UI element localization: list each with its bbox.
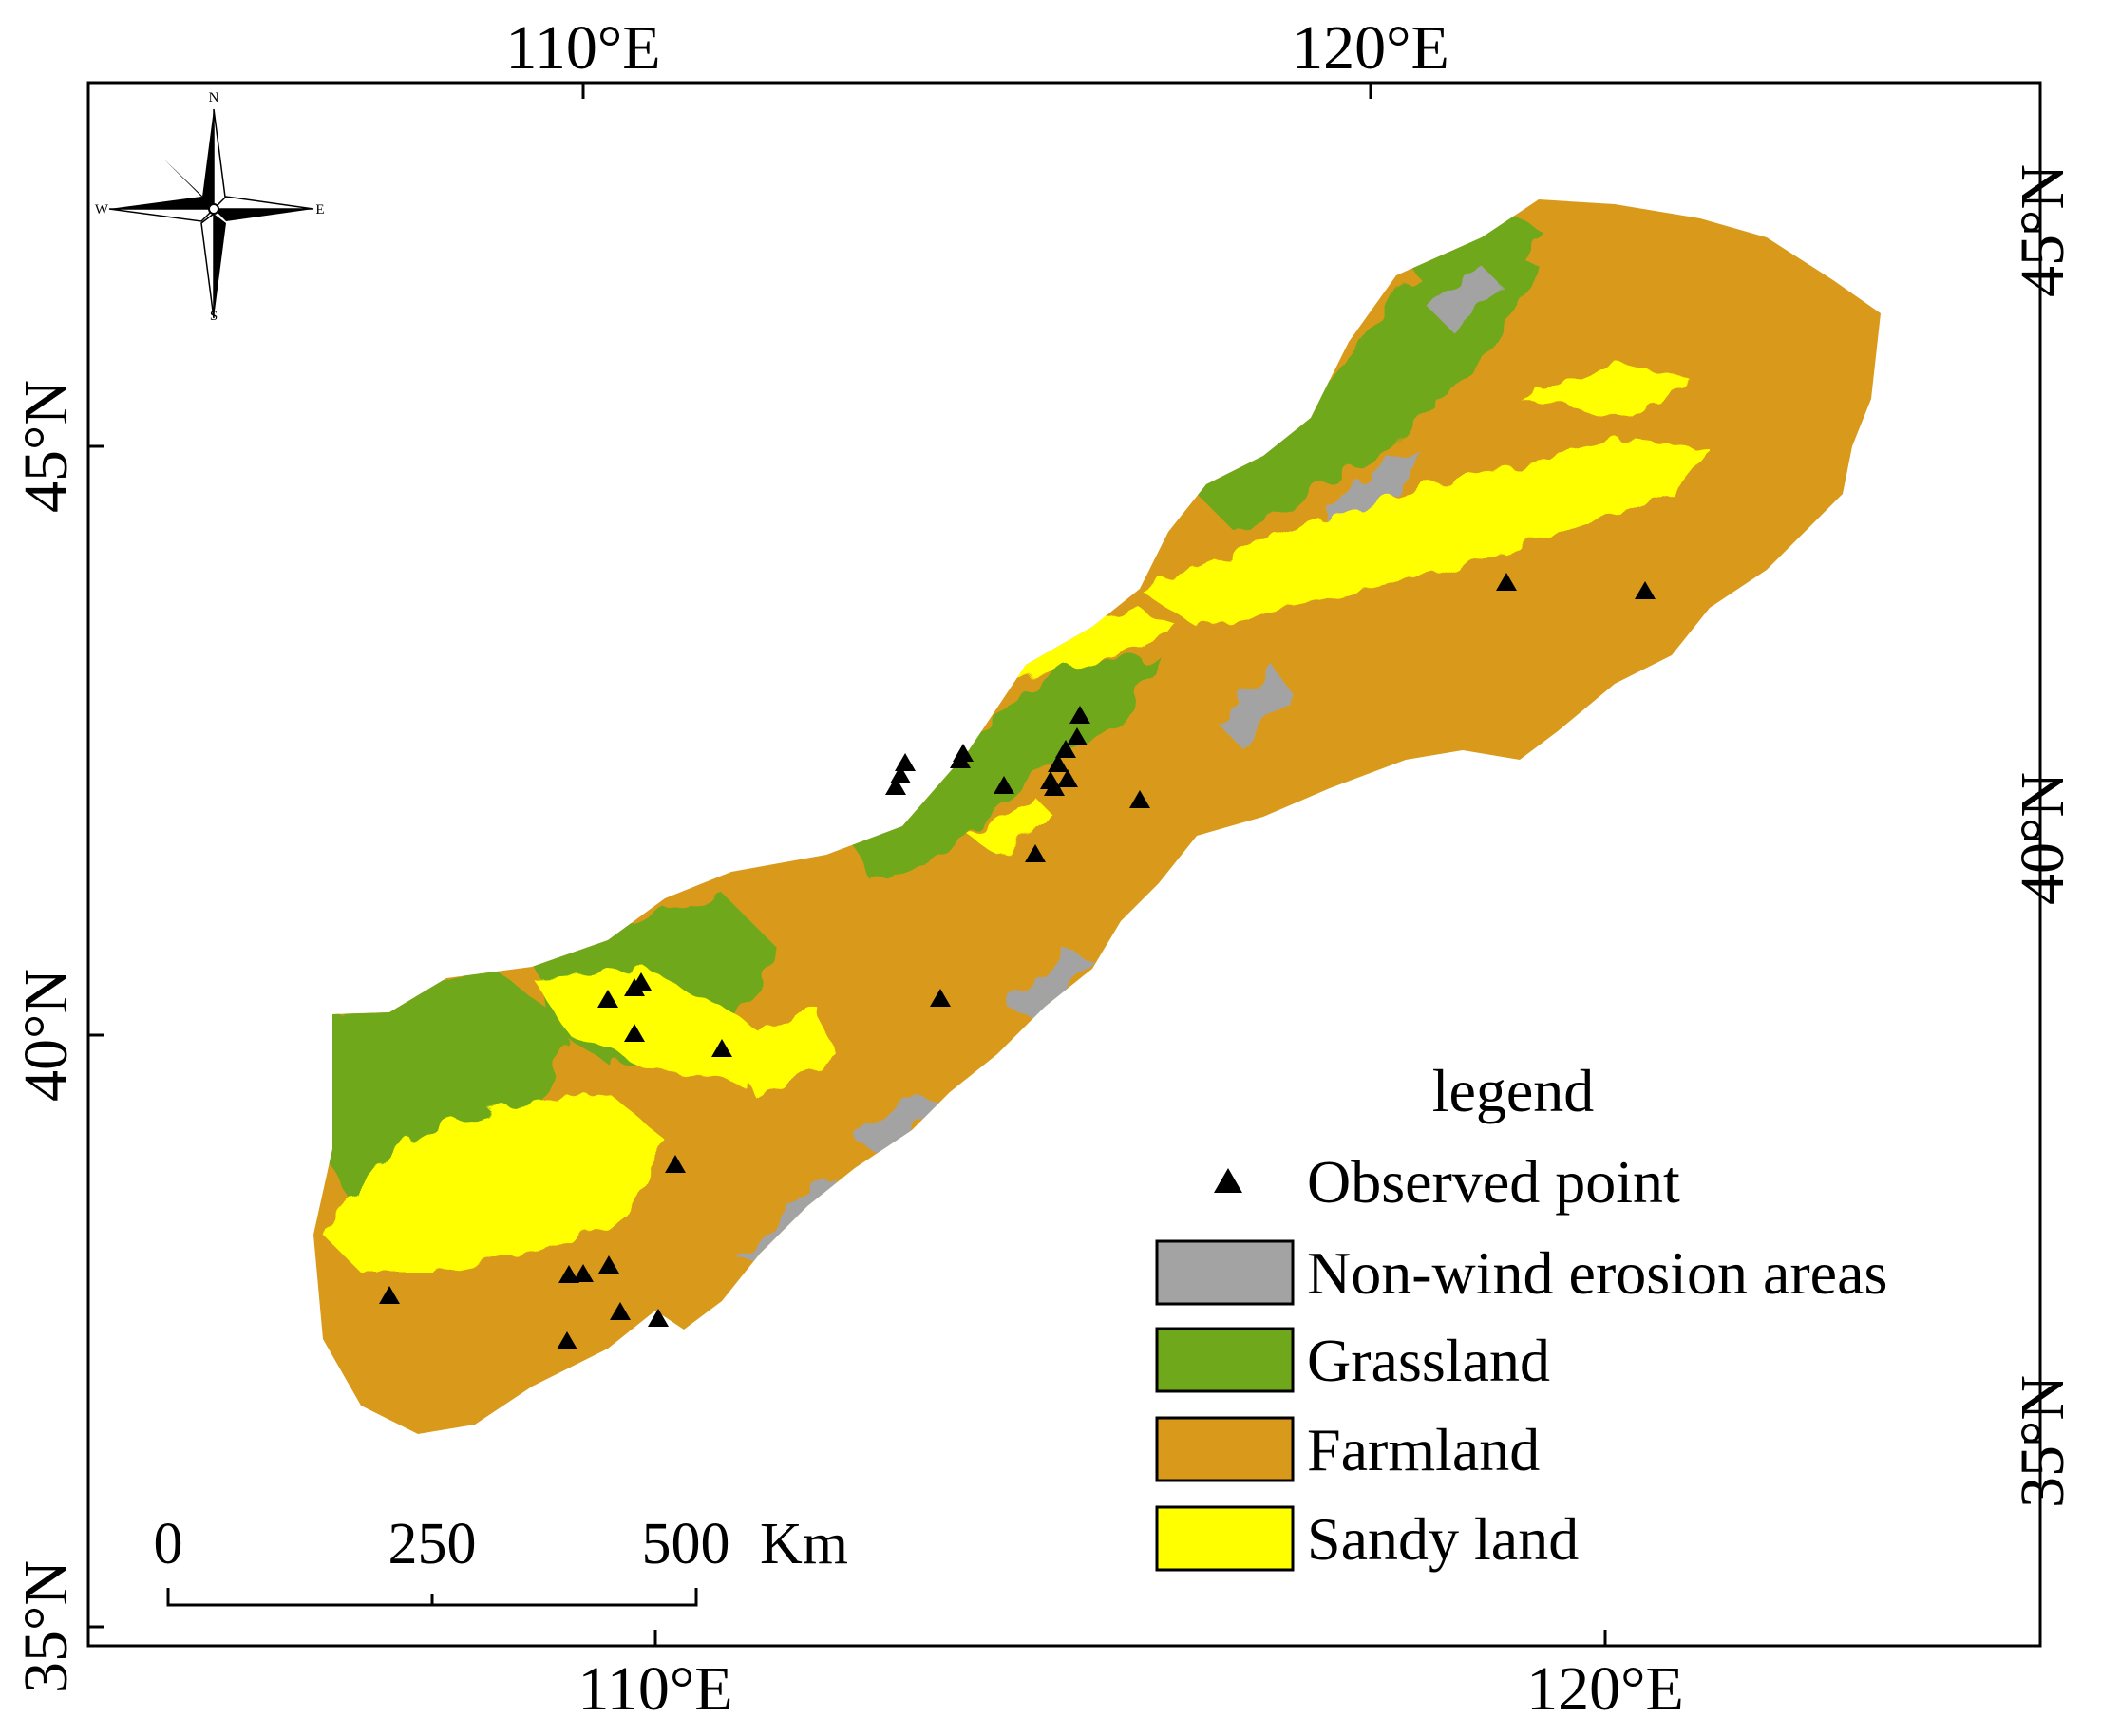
sandy-zone-west: [323, 1092, 665, 1273]
observed-point: [379, 1286, 400, 1304]
observed-point: [1057, 769, 1078, 787]
non-wind-zone-5: [741, 1178, 836, 1263]
observed-point: [1069, 706, 1090, 724]
right-tick-40n: 40°N: [2008, 772, 2077, 905]
legend-label-non-wind: Non-wind erosion areas: [1307, 1239, 1887, 1307]
observed-point: [1496, 573, 1517, 591]
observed-point: [573, 1264, 594, 1282]
right-tick-35n: 35°N: [2008, 1375, 2077, 1508]
observed-point: [1048, 754, 1069, 772]
compass-n: N: [209, 90, 219, 105]
bottom-tick-110e: 110°E: [577, 1654, 732, 1724]
observed-point: [950, 750, 971, 768]
legend-title: legend: [1432, 1057, 1595, 1124]
compass-s: S: [210, 309, 218, 324]
observed-point: [665, 1155, 686, 1173]
left-tick-40n: 40°N: [11, 969, 81, 1102]
right-tick-45n: 45°N: [2008, 164, 2077, 297]
non-wind-zone-2: [1216, 665, 1292, 750]
observed-point: [597, 990, 618, 1008]
legend-symbol-sandy: [1155, 1505, 1295, 1572]
observed-point: [711, 1039, 732, 1057]
observed-point: [1044, 778, 1065, 796]
legend-symbol-grassland: [1155, 1327, 1295, 1393]
sandy-zone-hulunbuir: [1520, 361, 1691, 418]
observed-point: [558, 1265, 579, 1283]
compass-w: W: [95, 202, 109, 217]
observed-point: [1025, 844, 1046, 862]
left-tick-35n: 35°N: [11, 1560, 81, 1693]
left-tick-45n: 45°N: [11, 380, 81, 513]
scale-label-0: 0: [154, 1512, 183, 1576]
observed-point: [610, 1302, 631, 1320]
observed-point: [885, 777, 906, 795]
legend: legend Observed point Non-wind erosion a…: [1155, 1057, 1887, 1573]
non-wind-zone-7: [1007, 950, 1092, 1026]
legend-label-observed: Observed point: [1307, 1148, 1680, 1216]
legend-label-farmland: Farmland: [1307, 1416, 1540, 1483]
graticule-ticks: [88, 83, 2040, 1646]
scale-label-500: 500: [642, 1512, 730, 1576]
observed-point: [598, 1255, 619, 1274]
legend-label-sandy: Sandy land: [1307, 1505, 1579, 1573]
observed-point: [1635, 581, 1656, 599]
observed-point: [994, 776, 1014, 794]
observed-point: [1067, 727, 1088, 745]
legend-symbol-observed: [1214, 1168, 1242, 1193]
north-arrow: N S W E: [95, 90, 325, 324]
non-wind-zone-6: [855, 1092, 940, 1159]
non-wind-zone-4: [1425, 266, 1501, 332]
sandy-zone-central: [969, 798, 1054, 855]
observed-point: [648, 1309, 669, 1327]
observed-points: [379, 573, 1656, 1349]
scale-label-250: 250: [388, 1512, 477, 1576]
observed-point: [624, 978, 645, 996]
observed-point: [930, 989, 951, 1007]
observed-point: [557, 1331, 577, 1349]
sandy-zone-mu-us: [722, 1007, 836, 1102]
legend-symbol-farmland: [1155, 1416, 1295, 1482]
compass-e: E: [315, 202, 324, 217]
scale-bar: 0 250 500 Km: [154, 1512, 848, 1607]
bottom-tick-120e: 120°E: [1526, 1654, 1684, 1724]
sandy-zone-horqin: [1140, 437, 1710, 627]
observed-point: [1055, 740, 1076, 758]
top-tick-120e: 120°E: [1292, 13, 1449, 83]
observed-point: [624, 1024, 645, 1042]
scale-unit: Km: [760, 1512, 848, 1576]
legend-symbol-non-wind: [1155, 1239, 1295, 1306]
legend-label-grassland: Grassland: [1307, 1327, 1550, 1394]
observed-point: [1129, 790, 1150, 808]
top-tick-110e: 110°E: [505, 13, 660, 83]
